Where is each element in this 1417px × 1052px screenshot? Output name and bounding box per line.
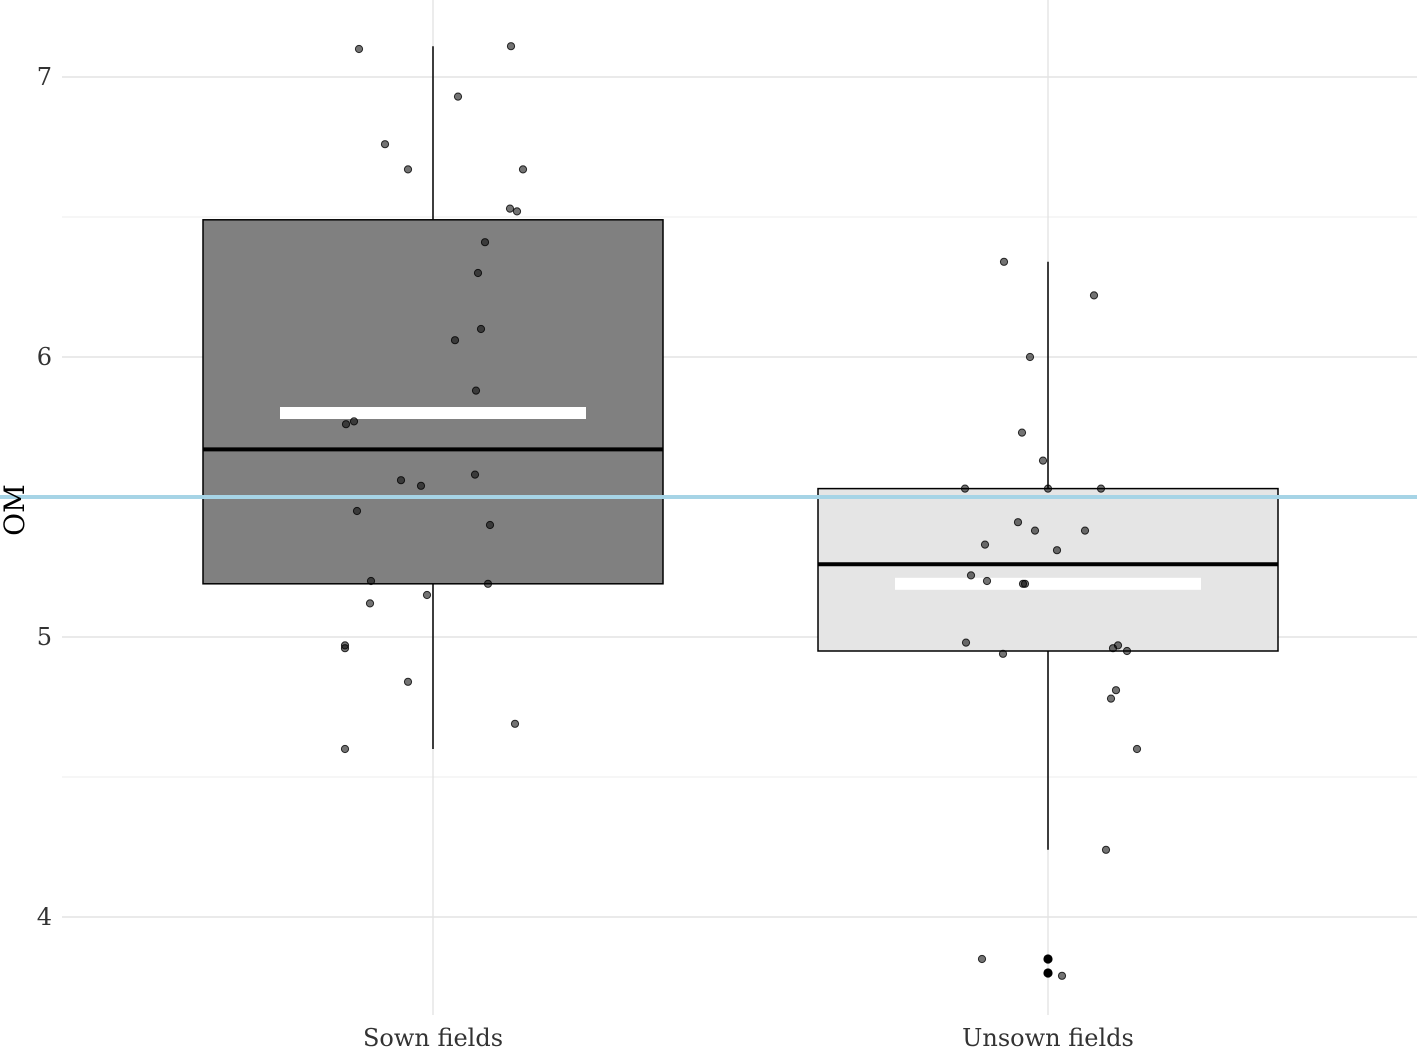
- data-point: [510, 719, 520, 728]
- data-point: [396, 476, 406, 485]
- data-point: [422, 590, 432, 600]
- mean-bar: [280, 407, 586, 419]
- mean-bar: [895, 577, 1201, 590]
- data-point: [977, 954, 987, 964]
- data-point: [1043, 484, 1053, 493]
- data-point: [365, 599, 375, 608]
- data-point: [1013, 518, 1023, 527]
- box-iqr: [202, 219, 664, 585]
- data-point: [1038, 456, 1048, 465]
- data-point: [1052, 546, 1062, 555]
- data-point: [476, 324, 486, 334]
- data-point: [1017, 428, 1027, 437]
- outlier-point: [1043, 954, 1053, 964]
- data-point: [1025, 352, 1035, 362]
- data-point: [403, 165, 413, 174]
- data-point: [380, 140, 390, 149]
- data-point: [1080, 526, 1090, 535]
- data-point: [1106, 694, 1116, 703]
- data-point: [483, 579, 493, 588]
- data-point: [341, 420, 351, 429]
- data-point: [366, 576, 376, 586]
- data-point: [966, 571, 976, 580]
- data-point: [1020, 579, 1030, 588]
- data-point: [450, 336, 460, 345]
- data-point: [512, 207, 522, 216]
- data-point: [998, 649, 1008, 658]
- data-point: [999, 257, 1009, 266]
- y-axis-title: OM: [0, 484, 31, 536]
- y-tick-label: 5: [37, 623, 52, 651]
- box-iqr: [817, 487, 1279, 652]
- y-tick-label: 4: [37, 903, 52, 931]
- x-tick-label: Unsown fields: [962, 1024, 1134, 1052]
- jitter-points: [340, 42, 1142, 980]
- data-point: [349, 417, 359, 426]
- data-point: [1122, 646, 1132, 656]
- data-point: [470, 470, 480, 479]
- data-point: [416, 481, 426, 490]
- data-point: [1111, 686, 1121, 695]
- data-point: [354, 44, 364, 54]
- data-point: [960, 484, 970, 493]
- data-point: [340, 644, 350, 653]
- data-point: [518, 165, 528, 174]
- data-point: [403, 677, 413, 686]
- boxes: [202, 46, 1279, 850]
- data-point: [485, 520, 495, 530]
- data-point: [961, 638, 971, 647]
- outlier-point: [1043, 968, 1053, 978]
- data-point: [453, 92, 463, 101]
- x-tick-label: Sown fields: [363, 1024, 503, 1052]
- data-point: [1057, 971, 1067, 980]
- data-point: [352, 506, 362, 516]
- y-tick-label: 6: [37, 343, 52, 371]
- axes: 4 5 6 7 Sown fields Unsown fields: [37, 63, 1134, 1052]
- data-point: [473, 268, 483, 278]
- data-point: [1030, 526, 1040, 535]
- data-point: [1101, 845, 1111, 854]
- data-point: [1096, 484, 1106, 493]
- data-point: [340, 744, 350, 754]
- data-point: [982, 576, 992, 586]
- data-point: [1089, 291, 1099, 300]
- y-tick-label: 7: [37, 63, 52, 91]
- data-point: [1108, 644, 1118, 653]
- data-point: [480, 238, 490, 247]
- data-point: [506, 42, 516, 51]
- data-point: [980, 540, 990, 549]
- data-point: [1132, 744, 1142, 754]
- data-point: [505, 204, 515, 213]
- data-point: [471, 386, 481, 395]
